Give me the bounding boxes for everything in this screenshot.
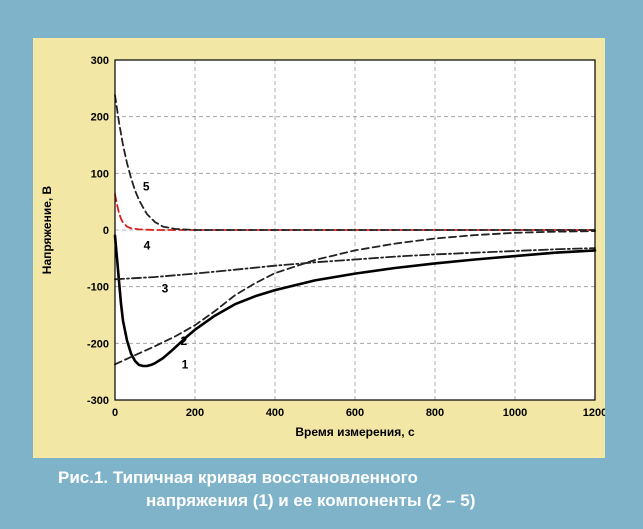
y-tick-label: -200 [87, 338, 109, 350]
y-tick-label: 0 [103, 225, 109, 237]
series-line-2 [114, 230, 596, 366]
series-label-4: 4 [144, 238, 151, 252]
caption-line-1: Рис.1. Типичная кривая восстановленного [58, 468, 418, 487]
tick-labels: 0 200 400 600 800 1000 1200 -300 -200 -100 0 100 200… [87, 55, 607, 419]
series-group: 1 2 3 4 5 [113, 94, 597, 371]
x-tick-label: 400 [266, 407, 284, 419]
series-line-4 [114, 193, 596, 231]
x-tick-label: 0 [112, 407, 118, 419]
caption-line-2: напряжения (1) и ее компоненты (2 – 5) [146, 491, 476, 510]
series-label-5: 5 [143, 179, 150, 193]
series-line-1 [113, 234, 597, 368]
x-axis-label: Время измерения, с [295, 425, 415, 439]
y-tick-label: 100 [91, 168, 109, 180]
y-tick-label: -100 [87, 282, 109, 294]
x-tick-label: 1000 [503, 407, 527, 419]
series-label-3: 3 [162, 281, 169, 295]
series-line-3 [114, 247, 596, 281]
x-tick-label: 200 [186, 407, 204, 419]
x-tick-label: 1200 [583, 407, 605, 419]
y-tick-label: 200 [91, 112, 109, 124]
x-tick-label: 600 [346, 407, 364, 419]
series-label-1: 1 [182, 357, 189, 371]
plot-frame [114, 59, 596, 401]
y-tick-label: 300 [91, 55, 109, 67]
y-axis-label: Напряжение, В [40, 185, 54, 274]
x-tick-label: 800 [426, 407, 444, 419]
figure-caption: Рис.1. Типичная кривая восстановленного … [58, 466, 618, 512]
series-label-2: 2 [180, 334, 187, 348]
y-tick-label: -300 [87, 395, 109, 407]
series-line-5 [114, 94, 596, 231]
